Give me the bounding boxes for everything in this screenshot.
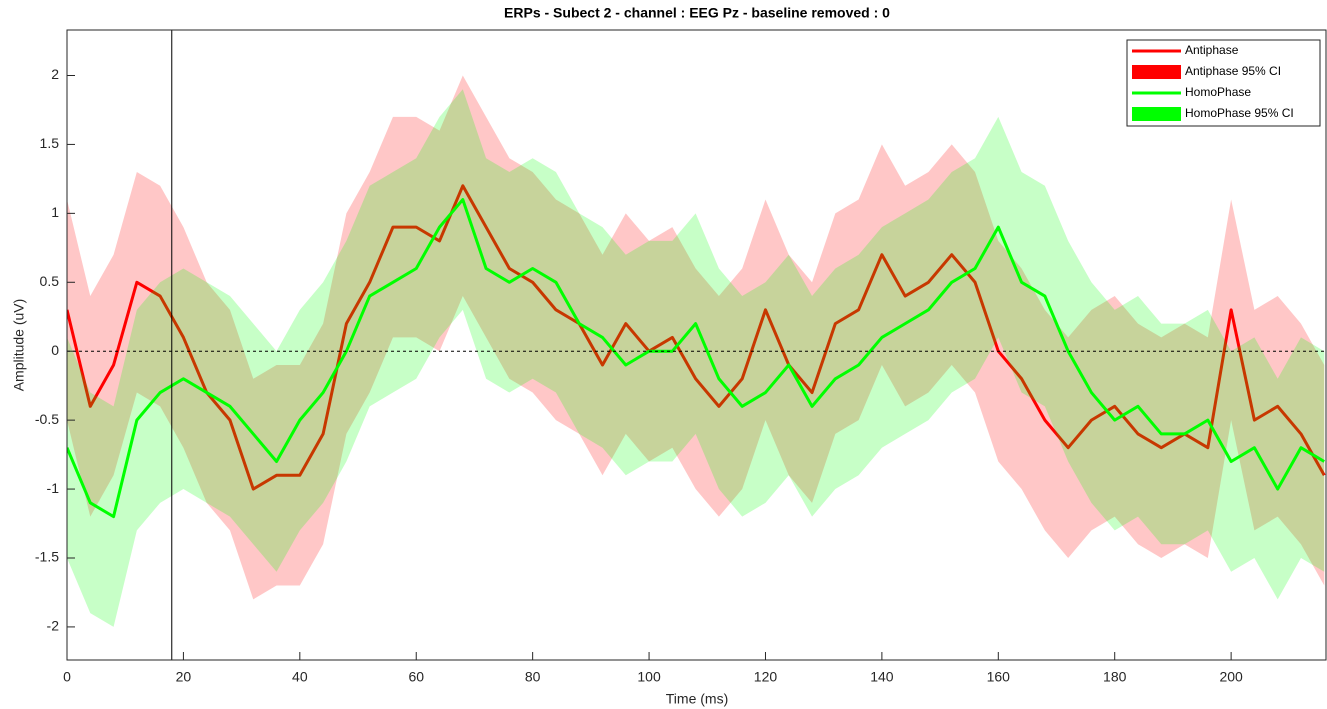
ci-band [67,75,1325,600]
y-tick-label: -0.5 [35,411,59,427]
y-tick-label: 2 [51,66,59,82]
y-tick-label: -1 [47,480,60,496]
x-tick-label: 100 [637,669,661,685]
legend-label: HomoPhase [1185,85,1251,99]
x-tick-label: 0 [63,669,71,685]
x-tick-label: 140 [870,669,894,685]
legend-patch [1132,107,1181,121]
x-tick-label: 60 [408,669,424,685]
legend-label: HomoPhase 95% CI [1185,106,1294,120]
y-tick-label: -1.5 [35,549,59,565]
legend-label: Antiphase 95% CI [1185,64,1281,78]
y-tick-label: 1 [51,204,59,220]
x-axis-label: Time (ms) [666,691,728,707]
axes-box [66,29,1327,661]
y-tick-label: 0.5 [40,273,60,289]
x-tick-label: 120 [754,669,778,685]
y-tick-label: 0 [51,342,59,358]
x-tick-label: 80 [525,669,541,685]
x-tick-label: 160 [987,669,1011,685]
x-tick-label: 180 [1103,669,1127,685]
series-line [67,198,1326,519]
legend-patch [1132,65,1181,79]
y-axis-label: Amplitude (uV) [11,299,27,392]
y-tick-label: -2 [47,618,60,634]
plot-area [67,75,1326,627]
ci-band [67,89,1325,627]
chart-title: ERPs - Subect 2 - channel : EEG Pz - bas… [504,5,890,21]
legend-label: Antiphase [1185,43,1239,57]
x-tick-label: 200 [1219,669,1243,685]
y-tick-label: 1.5 [40,135,60,151]
x-tick-label: 40 [292,669,308,685]
x-tick-label: 20 [176,669,192,685]
series-line [67,184,1326,491]
